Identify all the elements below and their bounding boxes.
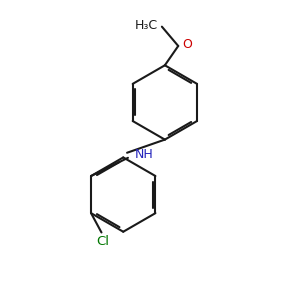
Text: O: O bbox=[182, 38, 192, 51]
Text: NH: NH bbox=[135, 148, 154, 161]
Text: Cl: Cl bbox=[97, 235, 110, 248]
Text: H₃C: H₃C bbox=[135, 19, 158, 32]
